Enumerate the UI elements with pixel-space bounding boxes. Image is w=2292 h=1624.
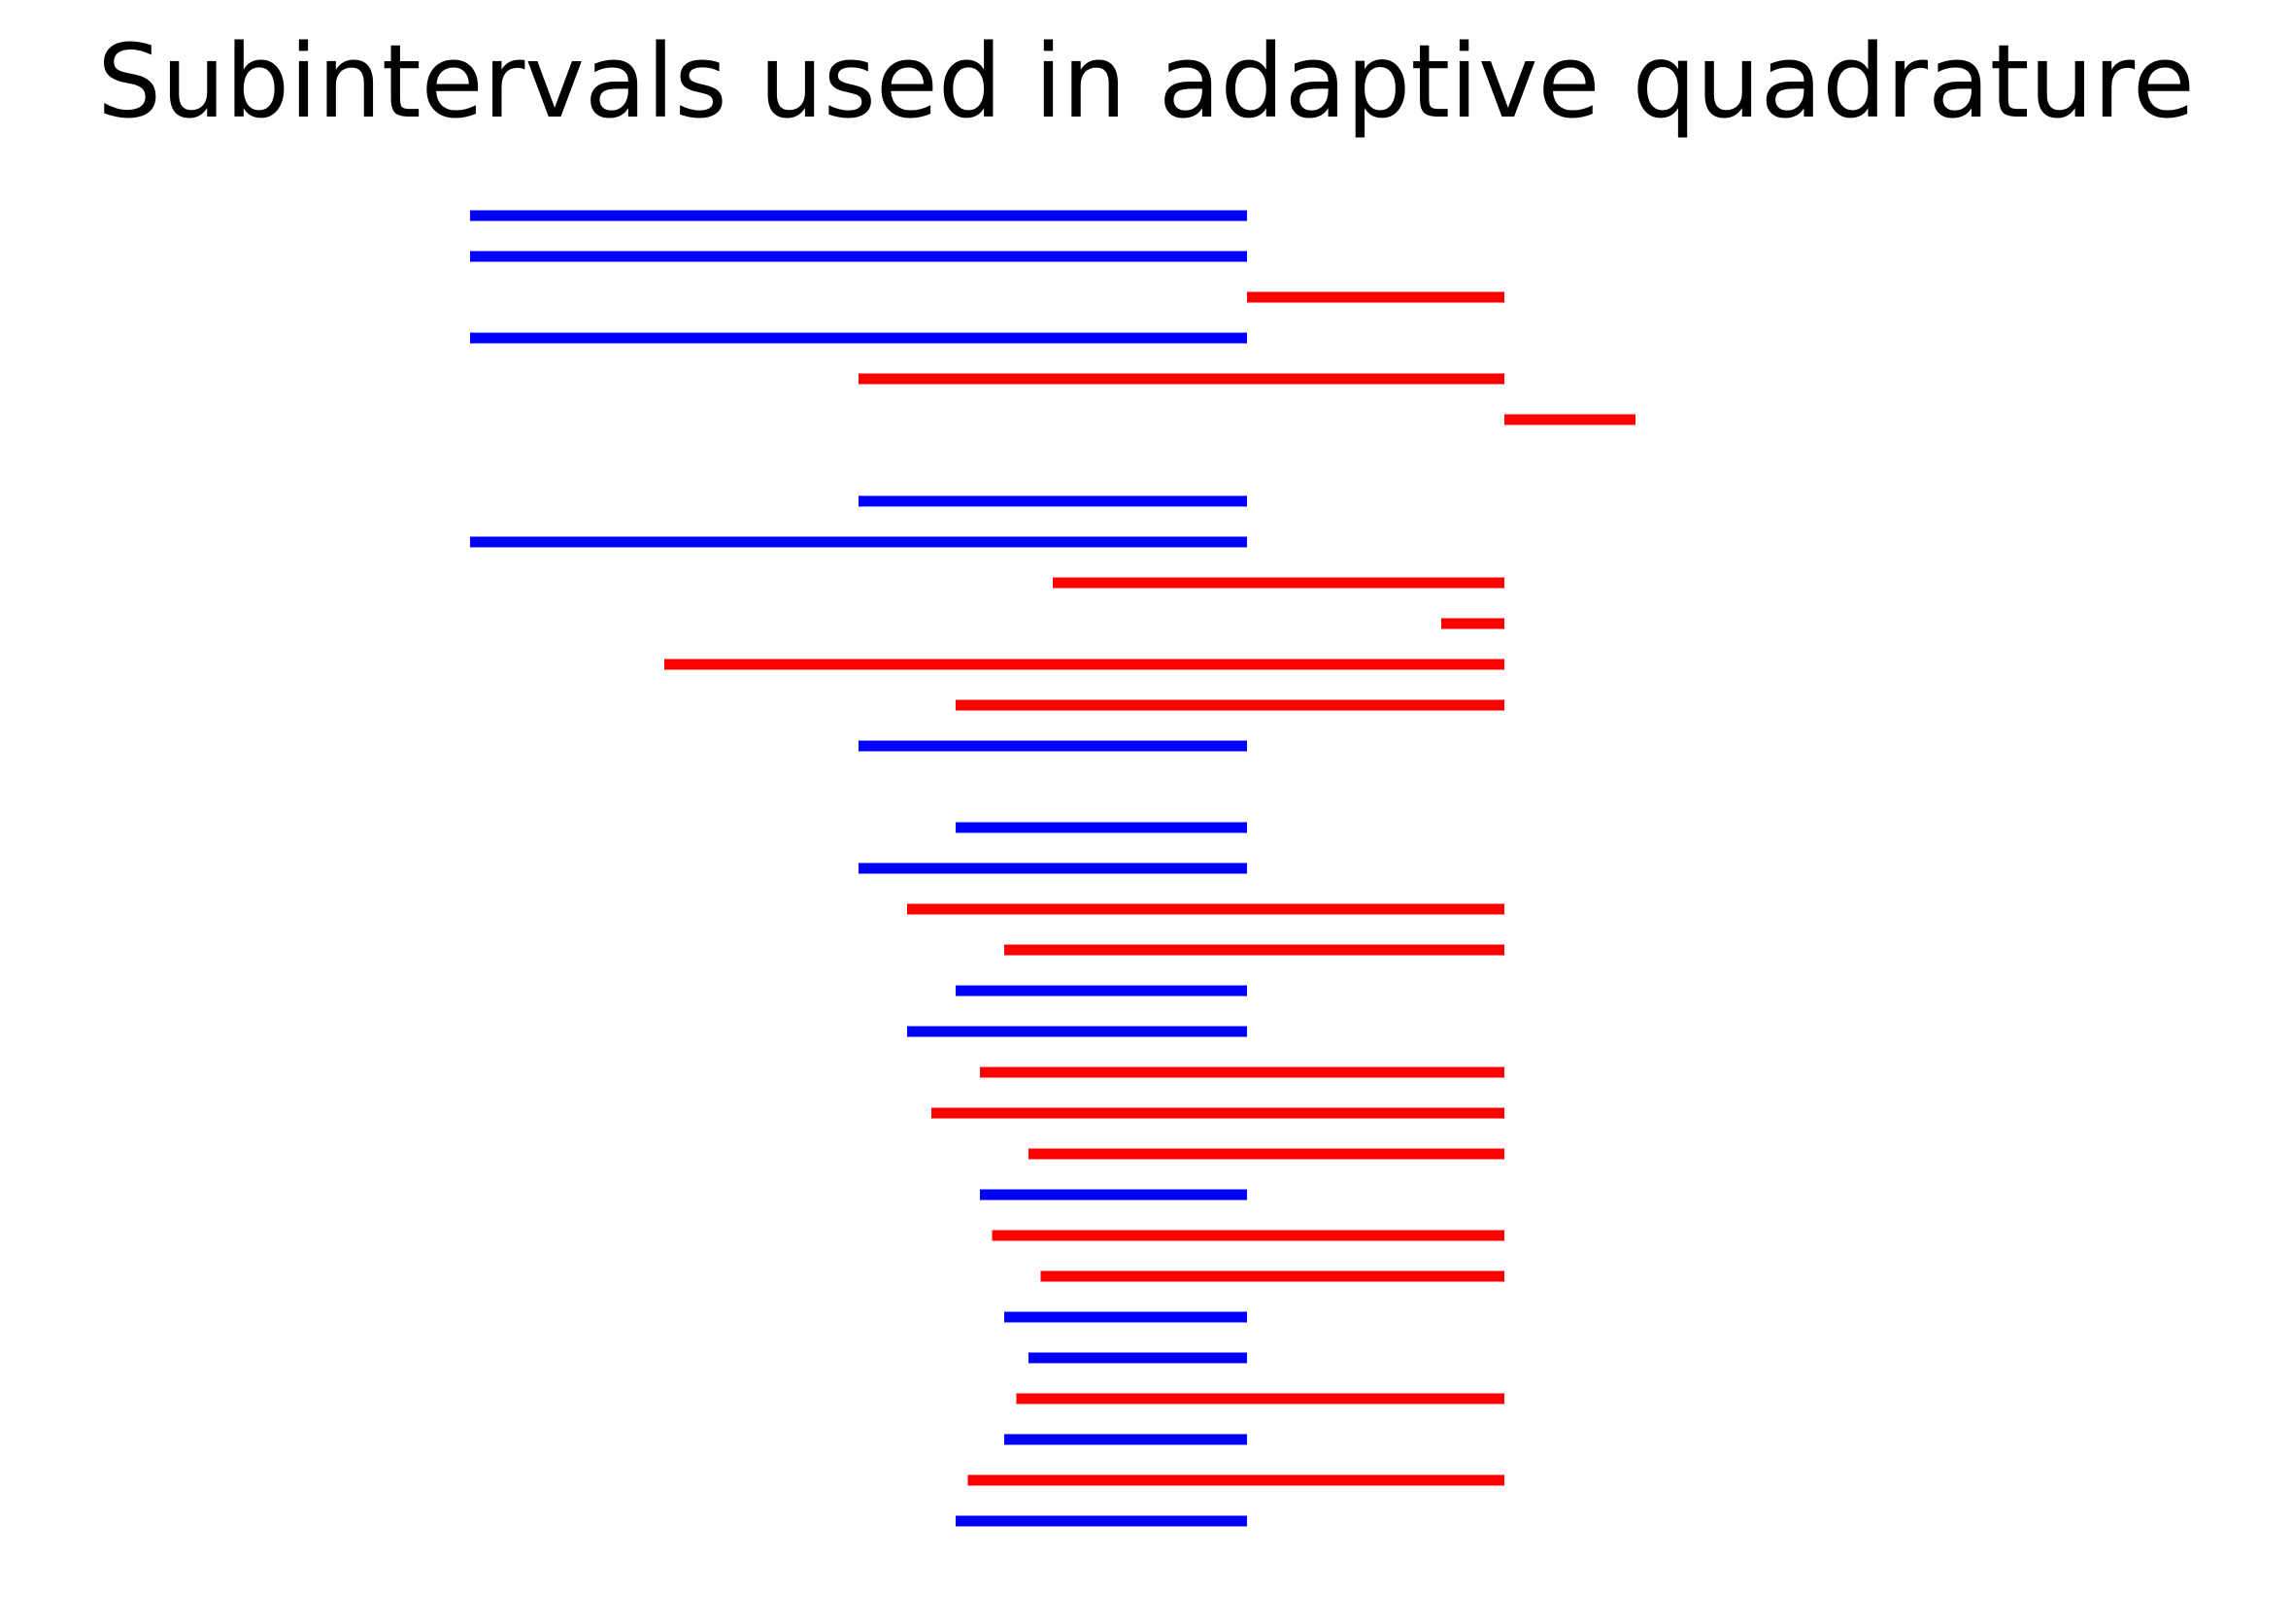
chart-title: Subintervals used in adaptive quadrature xyxy=(97,22,2195,141)
interval-lines xyxy=(470,210,1635,1527)
